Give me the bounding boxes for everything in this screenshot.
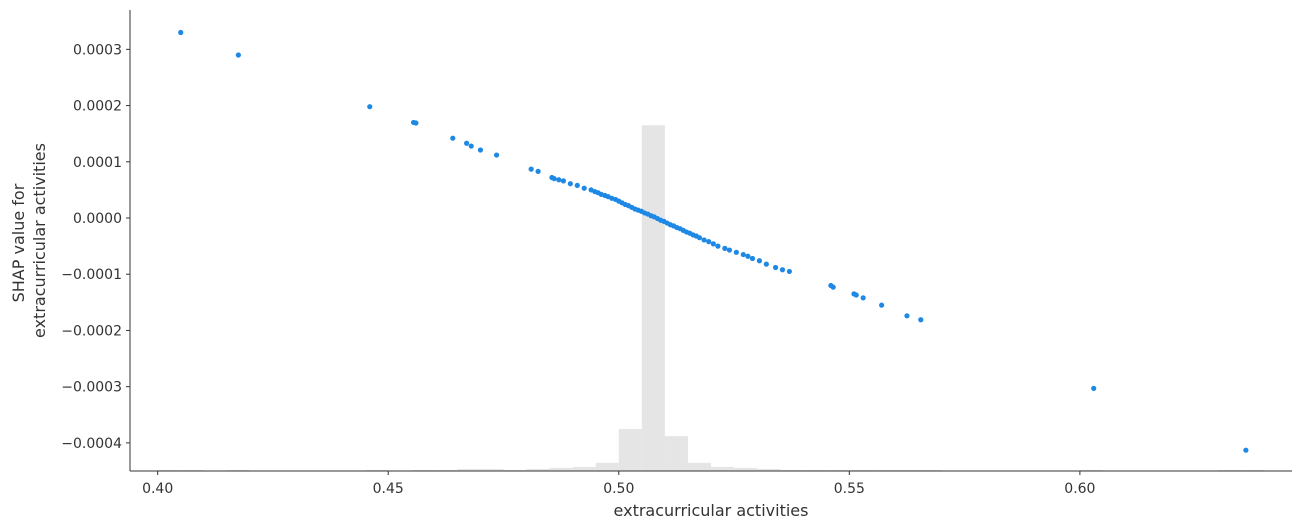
data-point	[178, 29, 184, 36]
data-point	[745, 253, 751, 259]
data-point	[1243, 447, 1249, 453]
data-point	[556, 177, 562, 183]
data-point	[696, 235, 703, 241]
histogram-bar	[157, 469, 181, 471]
histogram-bar	[687, 462, 711, 471]
histogram-bar	[641, 125, 665, 471]
data-point	[528, 166, 534, 172]
histogram-bar	[711, 466, 735, 471]
data-point	[779, 267, 786, 273]
y-axis-title-line-2: extracurricular activities	[30, 143, 49, 338]
x-tick-label: 0.55	[834, 481, 865, 497]
histogram-bar	[803, 469, 827, 471]
data-point	[567, 181, 573, 187]
histogram-bar	[664, 436, 688, 471]
histogram-bar	[1218, 469, 1242, 471]
data-point	[853, 292, 859, 298]
histogram-bar	[595, 462, 619, 471]
data-point	[235, 52, 241, 58]
data-point	[772, 264, 779, 271]
histogram-bar	[503, 469, 527, 471]
data-point	[560, 178, 567, 184]
x-tick-label: 0.40	[142, 481, 173, 497]
data-point	[710, 241, 716, 247]
histogram-bar	[872, 469, 896, 471]
y-tick-label: 0.0000	[73, 211, 122, 227]
data-point	[749, 255, 756, 262]
y-tick-label: −0.0002	[61, 323, 122, 339]
data-point	[722, 245, 728, 251]
histogram-bar	[734, 467, 758, 471]
x-axis-ticks: 0.40 0.45 0.50 0.55 0.60	[142, 471, 1095, 497]
data-point	[493, 152, 500, 158]
data-point	[468, 143, 474, 149]
y-tick-label: −0.0001	[61, 267, 122, 283]
data-point	[879, 302, 885, 308]
data-point	[860, 295, 866, 301]
y-tick-label: 0.0001	[73, 155, 122, 171]
data-point	[535, 168, 541, 174]
x-axis-title: extracurricular activities	[614, 501, 809, 520]
data-point	[715, 243, 721, 249]
data-point	[726, 247, 733, 253]
x-tick-label: 0.60	[1064, 481, 1095, 497]
y-tick-label: −0.0004	[61, 436, 122, 452]
y-tick-label: 0.0002	[73, 99, 122, 115]
histogram-bar	[826, 469, 850, 471]
histogram-bar	[618, 428, 642, 471]
data-point	[830, 284, 836, 290]
data-point	[701, 237, 707, 243]
histogram-bar	[895, 469, 919, 471]
x-tick-label: 0.45	[373, 481, 404, 497]
data-point	[1091, 385, 1097, 391]
data-point	[477, 147, 484, 153]
histogram-bar	[457, 468, 481, 471]
histogram-bar	[1079, 469, 1103, 471]
histogram-bar	[549, 467, 573, 471]
histogram-bar	[572, 466, 596, 471]
data-point	[904, 313, 910, 319]
y-axis-title: SHAP value for extracurricular activitie…	[9, 143, 49, 338]
data-point	[413, 120, 419, 126]
histogram-bar	[757, 468, 781, 471]
histogram-bar	[180, 469, 204, 471]
histogram-bar	[480, 468, 504, 471]
data-point	[464, 140, 470, 146]
y-axis-title-line-1: SHAP value for	[9, 183, 28, 302]
histogram-bar	[365, 469, 389, 471]
data-point	[733, 249, 739, 255]
histogram-bar	[849, 469, 873, 471]
data-point	[763, 261, 769, 267]
data-point	[367, 104, 373, 110]
data-point	[706, 239, 712, 245]
y-axis-ticks: 0.0003 0.0002 0.0001 0.0000 −0.0001 −0.0002 −0…	[61, 42, 130, 452]
data-point	[450, 135, 456, 141]
histogram-bar	[411, 469, 435, 471]
y-tick-label: 0.0003	[73, 42, 122, 58]
data-point	[918, 317, 924, 323]
scatter-points	[178, 29, 1249, 453]
histogram	[157, 125, 1265, 471]
histogram-bar	[918, 469, 942, 471]
data-point	[740, 251, 746, 258]
data-point	[756, 258, 763, 264]
histogram-bar	[526, 468, 550, 471]
data-point	[786, 268, 792, 275]
y-tick-label: −0.0003	[61, 380, 122, 396]
data-point	[581, 185, 587, 191]
histogram-bar	[434, 469, 458, 471]
data-point	[551, 176, 557, 182]
histogram-bar	[1241, 469, 1265, 471]
histogram-bar	[226, 469, 250, 471]
data-point	[574, 182, 580, 189]
x-tick-label: 0.50	[603, 481, 634, 497]
histogram-bar	[780, 469, 804, 471]
